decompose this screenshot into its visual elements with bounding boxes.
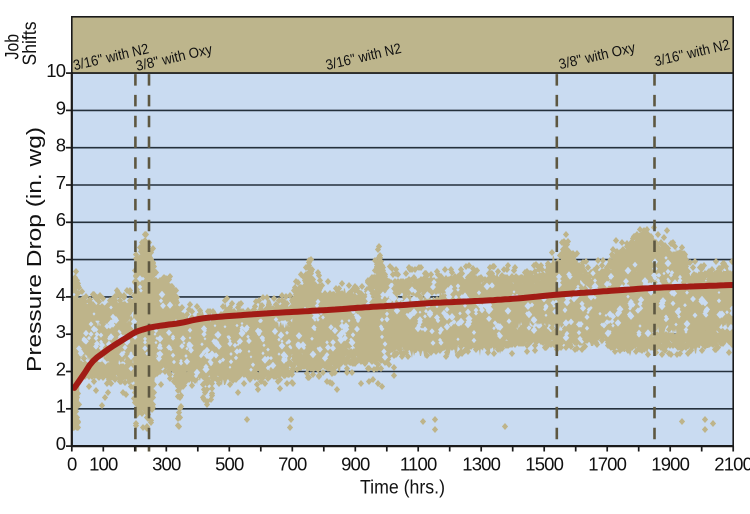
- svg-text:2: 2: [56, 358, 66, 379]
- svg-text:100: 100: [89, 454, 118, 475]
- svg-text:6: 6: [56, 209, 66, 230]
- svg-text:8: 8: [56, 135, 66, 156]
- svg-text:1900: 1900: [651, 454, 689, 475]
- svg-text:Pressure Drop (in. wg): Pressure Drop (in. wg): [24, 127, 46, 372]
- svg-text:1300: 1300: [462, 454, 500, 475]
- svg-text:500: 500: [215, 454, 244, 475]
- svg-text:Time (hrs.): Time (hrs.): [360, 477, 445, 499]
- svg-text:0: 0: [56, 433, 66, 454]
- svg-text:4: 4: [56, 284, 66, 305]
- svg-text:900: 900: [341, 454, 370, 475]
- svg-text:7: 7: [56, 172, 66, 193]
- svg-text:700: 700: [278, 454, 307, 475]
- svg-text:1700: 1700: [588, 454, 626, 475]
- svg-text:1100: 1100: [400, 454, 437, 475]
- svg-text:5: 5: [56, 247, 66, 268]
- svg-text:1: 1: [56, 396, 66, 417]
- svg-text:10: 10: [46, 60, 65, 81]
- svg-text:3: 3: [56, 321, 66, 342]
- svg-text:9: 9: [56, 97, 66, 118]
- svg-text:0: 0: [67, 454, 77, 475]
- svg-text:Job: Job: [1, 34, 23, 60]
- svg-text:1500: 1500: [525, 454, 563, 475]
- svg-text:300: 300: [152, 454, 181, 475]
- svg-text:2100: 2100: [714, 454, 750, 475]
- svg-text:Shifts: Shifts: [19, 21, 41, 65]
